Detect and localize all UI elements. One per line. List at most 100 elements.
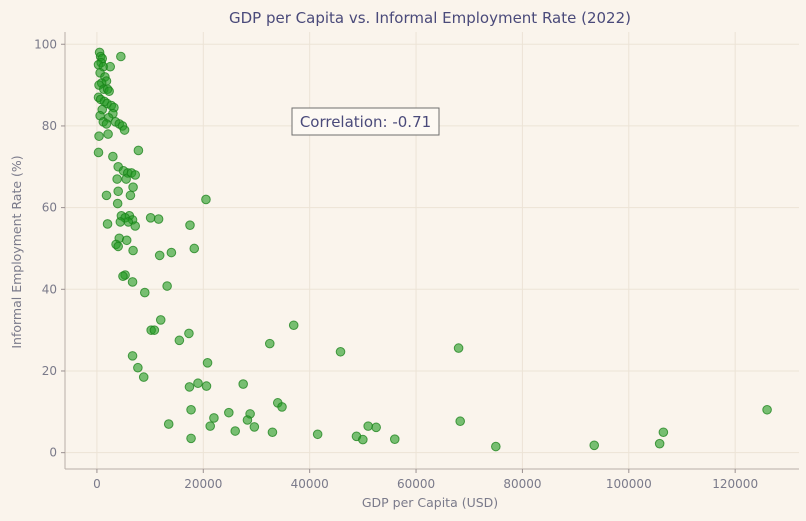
data-point	[389, 434, 400, 444]
data-point	[149, 325, 160, 335]
data-point	[93, 147, 104, 158]
y-tick-label: 20	[42, 364, 57, 378]
data-point	[371, 422, 381, 433]
data-point	[201, 381, 212, 391]
data-point	[455, 416, 465, 427]
y-axis-label: Informal Employment Rate (%)	[9, 155, 24, 348]
data-point	[184, 328, 194, 339]
data-point	[189, 243, 200, 254]
data-point	[312, 429, 323, 440]
data-point	[113, 241, 123, 252]
data-point	[127, 277, 138, 287]
axes	[64, 32, 799, 470]
data-point	[205, 421, 216, 431]
data-point	[654, 438, 665, 449]
x-tick-label: 60000	[397, 477, 435, 491]
data-point	[242, 415, 253, 425]
data-point	[138, 372, 149, 382]
y-tick-label: 40	[42, 282, 57, 296]
data-point	[130, 170, 141, 180]
data-point	[589, 440, 600, 451]
data-point	[277, 402, 287, 412]
data-point	[139, 287, 150, 298]
data-point	[249, 422, 260, 432]
data-point	[358, 434, 368, 445]
data-point	[224, 407, 234, 418]
x-tick-label: 20000	[184, 477, 222, 491]
y-tick-label: 60	[42, 201, 57, 215]
data-point	[202, 358, 213, 368]
data-point	[230, 426, 241, 436]
data-point	[166, 247, 177, 258]
data-point	[102, 219, 113, 229]
data-point	[335, 346, 346, 357]
y-tick-label: 100	[34, 37, 57, 51]
x-tick-label: 40000	[291, 477, 329, 491]
data-point	[186, 404, 196, 415]
data-point	[163, 419, 174, 429]
grid	[65, 32, 799, 469]
y-tick-label: 0	[49, 446, 57, 460]
chart-title: GDP per Capita vs. Informal Employment R…	[229, 9, 631, 27]
data-point	[119, 125, 130, 135]
data-point	[101, 119, 112, 129]
x-tick-label: 100000	[606, 477, 652, 491]
data-point	[162, 281, 172, 291]
data-points	[93, 47, 772, 452]
data-point	[115, 217, 126, 227]
data-point	[453, 343, 464, 353]
y-tick-label: 80	[42, 119, 57, 133]
data-point	[491, 441, 501, 452]
data-point	[112, 174, 122, 184]
x-ticks: 0 20000 40000 60000 80000 100000 120000	[93, 469, 758, 491]
data-point	[184, 382, 195, 392]
data-point	[193, 378, 203, 389]
data-point	[116, 51, 126, 62]
data-point	[201, 194, 211, 205]
data-point	[94, 131, 104, 141]
data-point	[264, 338, 275, 349]
data-point	[121, 174, 131, 184]
data-point	[174, 335, 185, 346]
x-tick-label: 120000	[712, 477, 758, 491]
data-point	[267, 427, 278, 438]
x-tick-label: 80000	[503, 477, 541, 491]
data-point	[105, 61, 116, 72]
data-point	[209, 413, 219, 423]
data-point	[101, 190, 112, 201]
x-axis-label: GDP per Capita (USD)	[362, 495, 498, 510]
data-point	[133, 362, 143, 373]
data-point	[125, 190, 136, 201]
data-point	[133, 145, 144, 156]
data-point	[288, 320, 299, 331]
annotation-box	[291, 107, 440, 136]
data-point	[128, 182, 138, 192]
data-point	[155, 315, 166, 325]
data-point	[154, 250, 165, 261]
data-point	[238, 379, 248, 389]
data-point	[123, 217, 134, 227]
data-point	[118, 271, 128, 282]
data-point	[104, 86, 114, 97]
data-point	[112, 198, 123, 209]
data-point	[153, 214, 164, 224]
data-point	[127, 351, 138, 361]
data-point	[186, 433, 196, 444]
data-point	[108, 151, 118, 162]
data-point	[363, 421, 373, 431]
data-point	[128, 245, 138, 256]
data-point	[762, 404, 772, 415]
correlation-annotation: Correlation: -0.71	[291, 107, 440, 136]
data-point	[113, 186, 123, 197]
data-point	[658, 427, 669, 438]
data-point	[145, 213, 156, 223]
data-point	[103, 129, 113, 139]
y-ticks: 0 20 40 60 80 100	[34, 37, 65, 460]
x-tick-label: 0	[93, 477, 101, 491]
data-point	[121, 235, 132, 246]
data-point	[130, 221, 141, 231]
annotation-text: Correlation: -0.71	[300, 113, 431, 131]
data-point	[185, 220, 195, 230]
